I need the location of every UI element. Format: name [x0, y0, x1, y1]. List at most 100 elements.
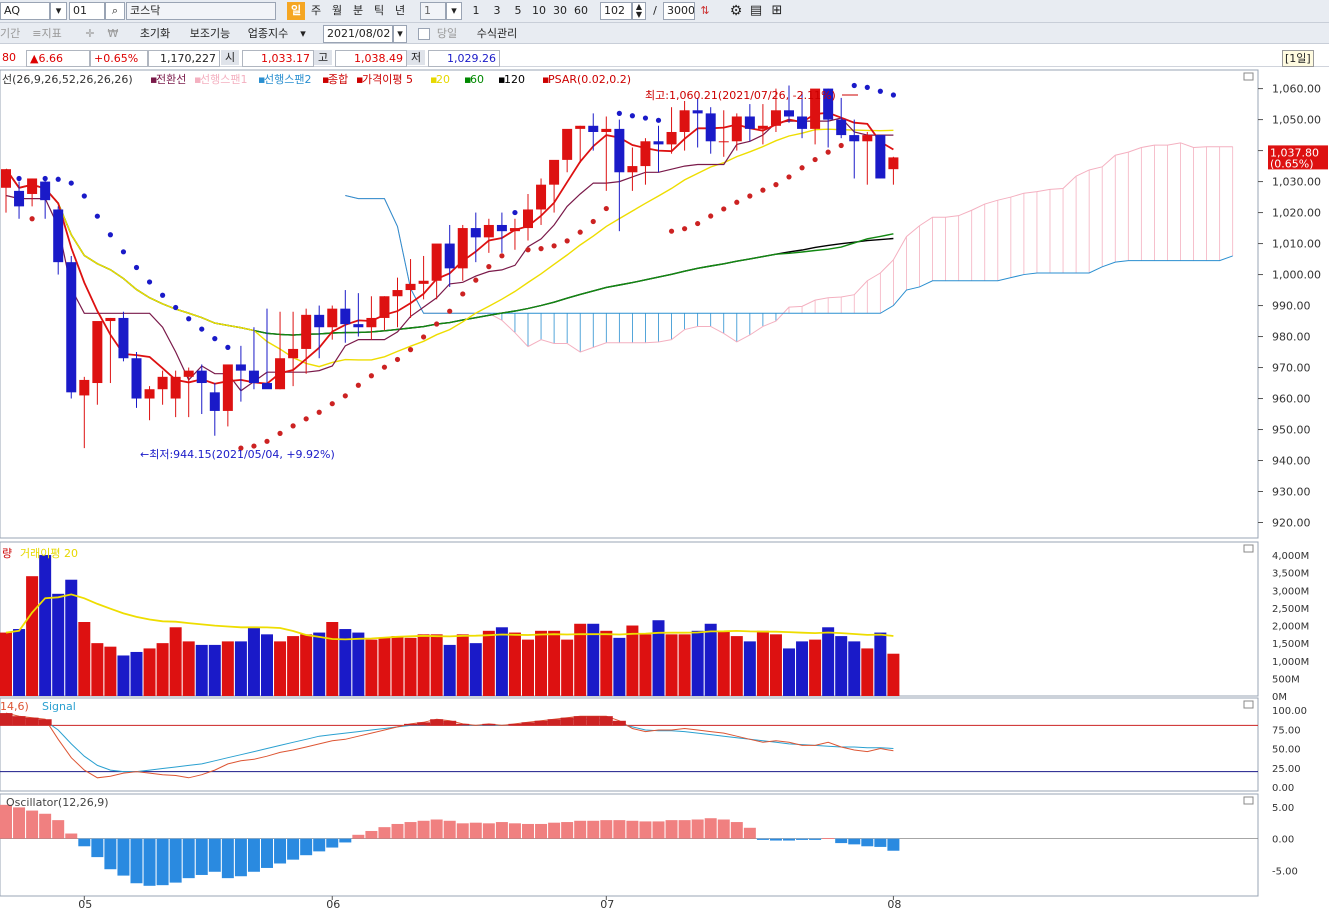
date-dropdown-button[interactable]: ▾ — [393, 25, 407, 43]
reset-button[interactable]: 초기화 — [139, 27, 171, 40]
open-label: 시 — [221, 50, 240, 65]
chart-settings-icon[interactable]: ⊞ — [771, 3, 783, 18]
price-tick-label: 950.00 — [1272, 424, 1311, 437]
volume-bar — [156, 643, 169, 696]
refresh-icon[interactable]: ⇅ — [700, 4, 710, 17]
interval-field[interactable]: 1 — [420, 2, 446, 20]
psar-dot — [329, 401, 335, 407]
macd-oscillator-bar — [39, 813, 52, 839]
volume-bar — [887, 653, 900, 696]
stoch-signal-legend: Signal — [42, 700, 76, 713]
period-day-button[interactable]: 일 — [287, 2, 305, 20]
macd-oscillator-bar — [234, 838, 247, 877]
candle-body — [327, 308, 338, 328]
search-button[interactable]: ⌕ — [105, 2, 125, 20]
macd-oscillator-bar — [691, 819, 704, 839]
psar-dot — [42, 175, 48, 182]
code-dropdown-button[interactable]: ▾ — [50, 2, 67, 20]
candle-body — [405, 283, 416, 291]
date-field[interactable]: 2021/08/02 — [323, 25, 393, 43]
candle-body — [105, 317, 116, 322]
interval-10-button[interactable]: 10 — [532, 4, 546, 17]
macd-oscillator-bar — [822, 837, 835, 839]
macd-oscillator-bar — [313, 838, 326, 852]
psar-dot — [81, 193, 87, 199]
candle-body — [810, 88, 821, 129]
volume-bar — [91, 643, 104, 696]
price-tick-label: 990.00 — [1272, 300, 1311, 313]
psar-dot — [564, 238, 570, 244]
instrument-name-field[interactable]: 코스닥 — [126, 2, 276, 20]
sector-index-button[interactable]: 업종지수 — [247, 27, 289, 40]
volume-bar — [65, 579, 78, 696]
total-count-field[interactable]: 3000 — [663, 2, 695, 20]
interval-30-button[interactable]: 30 — [553, 4, 567, 17]
macd-oscillator-bar — [274, 838, 287, 864]
candle-body — [536, 184, 547, 210]
candle-body — [196, 370, 207, 384]
psar-dot — [238, 445, 244, 451]
volume-tick-label: 3,000M — [1272, 586, 1309, 597]
crosshair-icon[interactable]: ✛ — [85, 27, 95, 40]
candle-body — [784, 110, 794, 117]
chevron-down-icon: ▾ — [451, 4, 457, 17]
macd-oscillator-bar — [535, 823, 548, 839]
psar-dot — [29, 216, 35, 222]
interval-60-button[interactable]: 60 — [574, 4, 588, 17]
psar-dot — [486, 264, 492, 270]
period-month-button[interactable]: 월 — [331, 4, 343, 17]
macd-oscillator-bar — [430, 819, 443, 839]
volume-bar — [182, 641, 195, 696]
gear-icon[interactable]: ⚙ — [729, 3, 743, 19]
stoch-tick-label: 25.00 — [1272, 764, 1301, 775]
search-icon: ⌕ — [111, 4, 119, 17]
psar-dot — [838, 142, 844, 149]
candle-body — [131, 358, 142, 399]
indicator-list-button[interactable]: ≡지표 — [32, 27, 62, 40]
volume-bar — [822, 627, 835, 696]
period-settings-button[interactable]: 기간 — [0, 27, 21, 40]
psar-dot — [473, 277, 479, 283]
chart-area[interactable]: 1,060.001,050.001,040.001,030.001,020.00… — [0, 68, 1329, 908]
period-badge[interactable]: [1일] — [1282, 50, 1314, 67]
candle-body — [470, 228, 481, 238]
aux-function-button[interactable]: 보조기능 — [189, 27, 231, 40]
macd-oscillator-bar — [639, 821, 652, 839]
count-spinner[interactable]: ▲ ▼ — [632, 2, 646, 20]
volume-bar — [730, 636, 743, 696]
market-code-field[interactable]: 01 — [69, 2, 105, 20]
psar-dot — [303, 416, 309, 422]
same-day-checkbox[interactable] — [418, 28, 430, 40]
candle-body — [118, 317, 129, 359]
candle-body — [797, 116, 808, 129]
psar-dot — [251, 443, 257, 449]
period-week-button[interactable]: 주 — [310, 4, 322, 17]
stoch-tick-label: 50.00 — [1272, 745, 1301, 756]
chevron-down-icon[interactable]: ▾ — [300, 27, 306, 40]
psar-dot — [186, 316, 192, 322]
interval-3-button[interactable]: 3 — [493, 4, 501, 17]
interval-5-button[interactable]: 5 — [514, 4, 522, 17]
volume-bar — [39, 555, 52, 696]
price-tick-label: 1,010.00 — [1272, 238, 1321, 251]
code-field[interactable]: AQ — [0, 2, 50, 20]
period-year-button[interactable]: 년 — [394, 4, 406, 17]
won-icon[interactable]: ₩ — [107, 27, 119, 40]
period-tick-button[interactable]: 틱 — [373, 4, 385, 17]
psar-dot — [655, 117, 662, 123]
save-icon[interactable]: ▤ — [749, 3, 763, 18]
formula-manager-button[interactable]: 수식관리 — [476, 27, 518, 40]
interval-1-button[interactable]: 1 — [472, 4, 480, 17]
period-minute-button[interactable]: 분 — [352, 4, 364, 17]
psar-dot — [277, 430, 283, 436]
panel-maximize-icon — [1243, 544, 1254, 553]
macd-oscillator-bar — [195, 838, 208, 875]
volume-bar — [169, 627, 182, 696]
panel-maximize-icon — [1243, 72, 1254, 81]
count-field[interactable]: 102 — [600, 2, 632, 20]
psar-dot — [799, 165, 805, 171]
interval-dropdown-button[interactable]: ▾ — [446, 2, 462, 20]
volume-ma-legend: 거래이평 20 — [20, 547, 78, 560]
psar-dot — [603, 205, 609, 212]
psar-dot — [708, 213, 714, 219]
